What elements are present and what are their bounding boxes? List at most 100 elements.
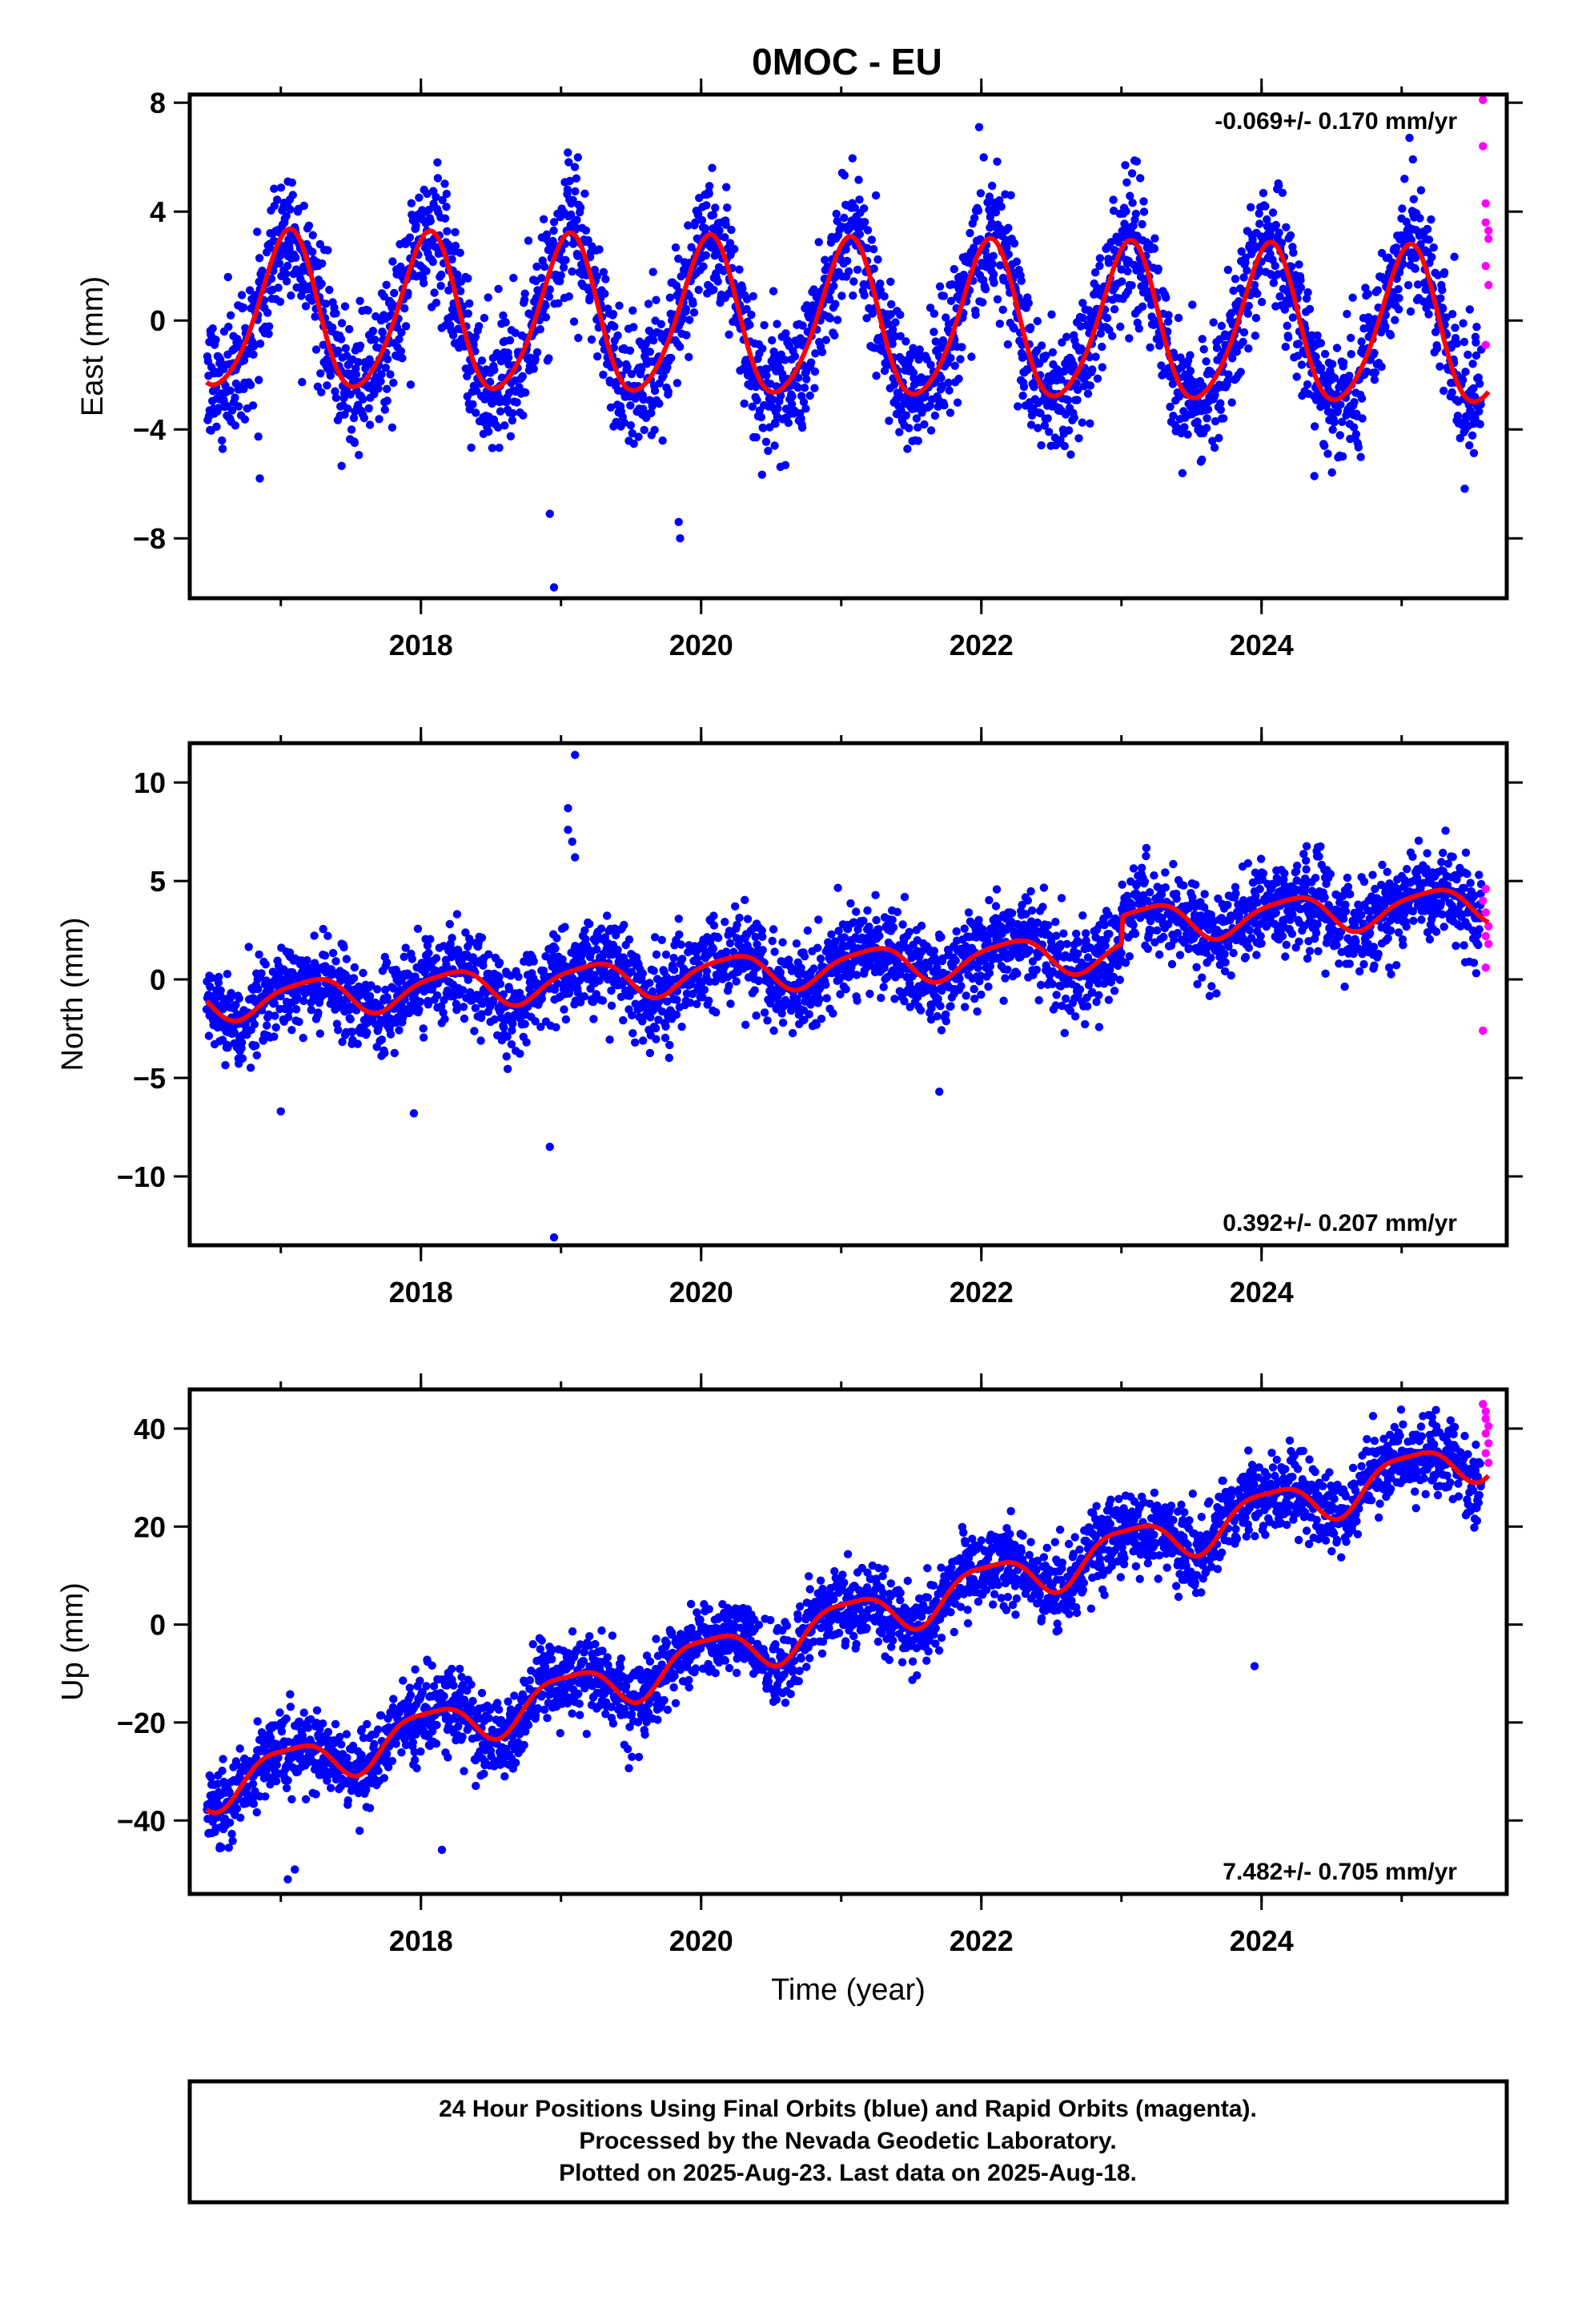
final-orbit-point — [1056, 436, 1065, 444]
final-orbit-point — [1040, 421, 1050, 430]
final-orbit-point — [440, 1015, 449, 1023]
final-orbit-point — [437, 270, 446, 279]
y-tick-label: 0 — [150, 304, 166, 337]
final-orbit-point — [821, 255, 829, 264]
final-orbit-point — [1131, 209, 1141, 219]
final-orbit-point — [798, 321, 807, 330]
final-orbit-point — [531, 354, 540, 363]
final-orbit-point — [1339, 358, 1348, 367]
final-orbit-point — [1311, 422, 1319, 431]
final-orbit-point — [522, 1038, 531, 1047]
final-orbit-point — [432, 954, 441, 963]
final-orbit-point — [484, 293, 492, 302]
final-orbit-point — [1476, 380, 1484, 388]
final-orbit-point — [508, 416, 517, 425]
final-orbit-point — [1356, 452, 1365, 461]
x-tick-label: 2018 — [389, 629, 453, 661]
final-orbit-point — [873, 255, 882, 264]
final-orbit-point — [477, 1010, 486, 1019]
final-orbit-point — [675, 930, 684, 939]
final-orbit-point — [416, 997, 425, 1007]
final-orbit-point — [495, 972, 504, 982]
final-orbit-point — [1232, 348, 1242, 356]
final-orbit-point — [564, 292, 573, 301]
final-orbit-point — [560, 1005, 568, 1014]
final-orbit-point — [1280, 305, 1290, 314]
final-orbit-point — [231, 393, 239, 402]
final-orbit-point — [390, 1048, 399, 1058]
final-orbit-point — [361, 364, 370, 373]
final-orbit-point — [346, 1015, 355, 1023]
final-orbit-point — [313, 979, 322, 989]
final-orbit-point — [890, 995, 899, 1003]
final-orbit-point — [1459, 319, 1468, 328]
final-orbit-point — [855, 195, 864, 204]
final-orbit-point — [383, 958, 391, 967]
final-orbit-point — [1251, 332, 1260, 340]
final-orbit-point — [424, 1000, 433, 1009]
final-orbit-point — [442, 960, 451, 969]
final-orbit-point — [806, 358, 816, 367]
final-orbit-point — [479, 961, 488, 970]
final-orbit-point — [249, 350, 258, 359]
final-orbit-point — [1413, 280, 1423, 289]
final-orbit-point — [1458, 376, 1468, 384]
final-orbit-point — [743, 915, 753, 923]
final-orbit-point — [1096, 329, 1106, 338]
x-tick-label: 2024 — [1230, 629, 1294, 661]
final-orbit-point — [567, 210, 576, 219]
final-orbit-point — [552, 1023, 560, 1032]
final-orbit-point — [1138, 219, 1146, 229]
final-orbit-point — [1086, 381, 1095, 390]
final-orbit-point — [946, 1002, 955, 1011]
final-orbit-point — [865, 989, 874, 999]
final-orbit-point — [884, 320, 893, 328]
final-orbit-point — [1078, 299, 1087, 308]
final-orbit-point — [1110, 305, 1119, 314]
final-orbit-point — [1033, 316, 1042, 326]
final-orbit-point — [841, 245, 850, 254]
final-orbit-point — [347, 1027, 357, 1036]
final-orbit-point — [1435, 362, 1444, 371]
final-orbit-point — [1447, 388, 1456, 397]
final-orbit-point — [1243, 309, 1253, 318]
final-orbit-point — [855, 230, 865, 239]
final-orbit-point — [985, 192, 994, 201]
final-orbit-point — [797, 423, 807, 432]
final-orbit-point — [762, 371, 771, 380]
final-orbit-point — [415, 1005, 424, 1015]
final-orbit-point — [742, 295, 752, 304]
final-orbit-point — [644, 300, 653, 308]
final-orbit-point — [1475, 407, 1484, 416]
final-orbit-point — [1106, 238, 1116, 247]
final-orbit-point — [916, 1006, 926, 1015]
final-orbit-point — [316, 369, 325, 378]
final-orbit-point — [340, 302, 350, 311]
final-orbit-point — [598, 996, 608, 1005]
final-orbit-point — [721, 233, 729, 242]
final-orbit-point — [246, 1063, 255, 1072]
final-orbit-point — [1074, 434, 1083, 443]
final-orbit-point — [600, 289, 609, 298]
final-orbit-point — [439, 1008, 448, 1017]
final-orbit-point — [1228, 354, 1237, 363]
final-orbit-point — [1168, 380, 1178, 388]
final-orbit-point — [595, 245, 604, 254]
final-orbit-point — [383, 355, 392, 364]
final-orbit-point — [846, 899, 855, 908]
final-orbit-point — [270, 1032, 279, 1041]
final-orbit-point — [709, 921, 719, 930]
final-orbit-point — [339, 943, 348, 952]
final-orbit-point — [540, 262, 549, 271]
final-orbit-point — [1098, 363, 1107, 372]
final-orbit-point — [1339, 452, 1347, 461]
final-orbit-point — [307, 1005, 315, 1015]
final-orbit-point — [590, 971, 599, 979]
final-orbit-point — [1461, 368, 1470, 376]
final-orbit-point — [346, 390, 355, 399]
final-orbit-point — [760, 320, 769, 330]
final-orbit-point — [1287, 262, 1296, 271]
final-orbit-point — [1347, 350, 1355, 359]
final-orbit-point — [677, 1022, 686, 1031]
